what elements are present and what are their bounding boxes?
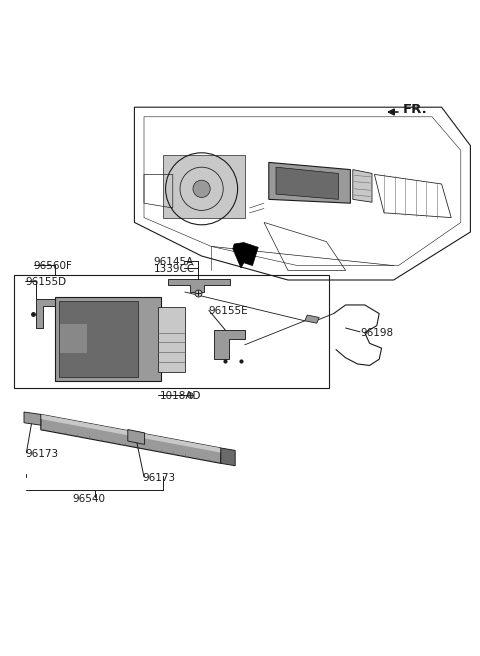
Text: 1018AD: 1018AD xyxy=(159,391,201,401)
Polygon shape xyxy=(353,170,372,202)
Polygon shape xyxy=(233,243,258,268)
Circle shape xyxy=(207,173,234,200)
Bar xyxy=(14,276,329,388)
Polygon shape xyxy=(163,155,245,218)
Polygon shape xyxy=(41,415,221,453)
Polygon shape xyxy=(269,163,350,203)
Text: 96145A: 96145A xyxy=(154,256,194,267)
Text: FR.: FR. xyxy=(403,103,428,116)
Polygon shape xyxy=(128,430,144,444)
Polygon shape xyxy=(221,448,235,466)
Polygon shape xyxy=(24,412,41,425)
Circle shape xyxy=(193,180,210,197)
Text: 1339CC: 1339CC xyxy=(154,264,195,274)
Polygon shape xyxy=(214,331,245,359)
Text: 96155E: 96155E xyxy=(209,306,249,316)
Bar xyxy=(59,301,138,377)
Polygon shape xyxy=(305,315,319,323)
Text: 96173: 96173 xyxy=(142,473,175,483)
Bar xyxy=(60,324,87,353)
Polygon shape xyxy=(276,167,338,199)
Polygon shape xyxy=(36,299,55,328)
Bar xyxy=(55,297,161,380)
Text: 96540: 96540 xyxy=(72,495,105,504)
Text: 96198: 96198 xyxy=(360,328,393,338)
Bar xyxy=(158,308,185,372)
Text: 96155D: 96155D xyxy=(25,277,66,287)
Text: 96173: 96173 xyxy=(25,449,58,459)
Polygon shape xyxy=(168,279,230,292)
Circle shape xyxy=(174,173,201,200)
Polygon shape xyxy=(41,415,221,463)
Text: 96560F: 96560F xyxy=(34,260,72,270)
